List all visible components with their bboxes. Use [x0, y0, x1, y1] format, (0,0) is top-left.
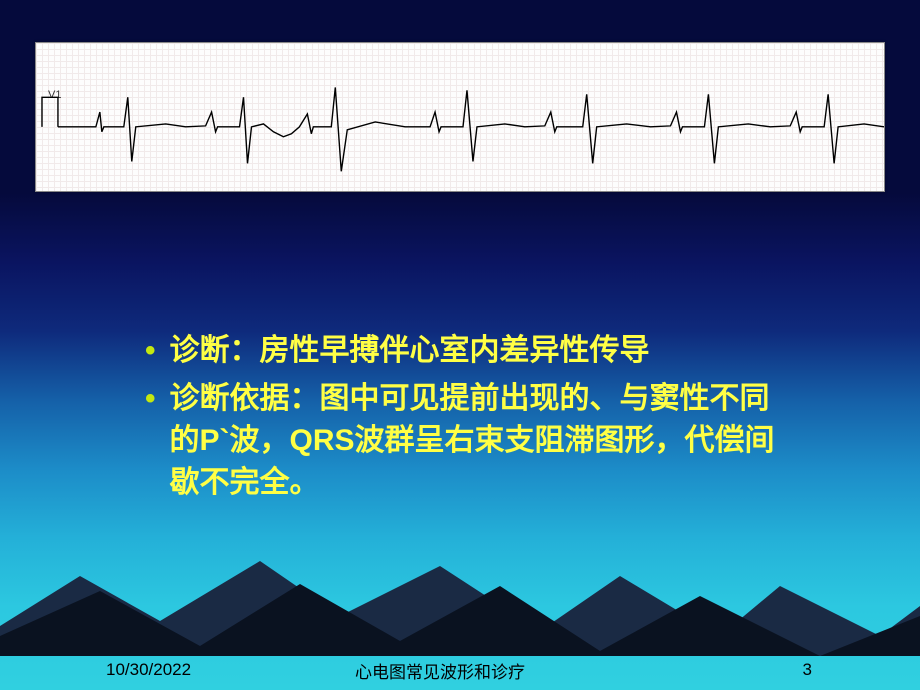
mountains-decoration	[0, 536, 920, 656]
bullet-marker: •	[145, 378, 156, 420]
bullet-item: • 诊断依据：图中可见提前出现的、与窦性不同的P`波，QRS波群呈右束支阻滞图形…	[145, 378, 795, 504]
bullet-text-2: 诊断依据：图中可见提前出现的、与窦性不同的P`波，QRS波群呈右束支阻滞图形，代…	[170, 378, 795, 504]
content-area: • 诊断：房性早搏伴心室内差异性传导 • 诊断依据：图中可见提前出现的、与窦性不…	[145, 330, 795, 510]
ecg-waveform	[58, 87, 884, 171]
ecg-calibration-pulse	[42, 97, 58, 127]
footer-date: 10/30/2022	[106, 660, 191, 680]
bullet-marker: •	[145, 330, 156, 372]
mountain-back	[0, 561, 920, 656]
mountain-front	[0, 584, 920, 656]
bullet-item: • 诊断：房性早搏伴心室内差异性传导	[145, 330, 795, 372]
ecg-trace	[36, 43, 884, 191]
ecg-strip: V1	[35, 42, 885, 192]
bullet-text-1: 诊断：房性早搏伴心室内差异性传导	[170, 330, 650, 372]
footer: 10/30/2022 心电图常见波形和诊疗 3	[0, 650, 920, 690]
footer-page-number: 3	[803, 660, 812, 680]
footer-title: 心电图常见波形和诊疗	[355, 658, 525, 683]
